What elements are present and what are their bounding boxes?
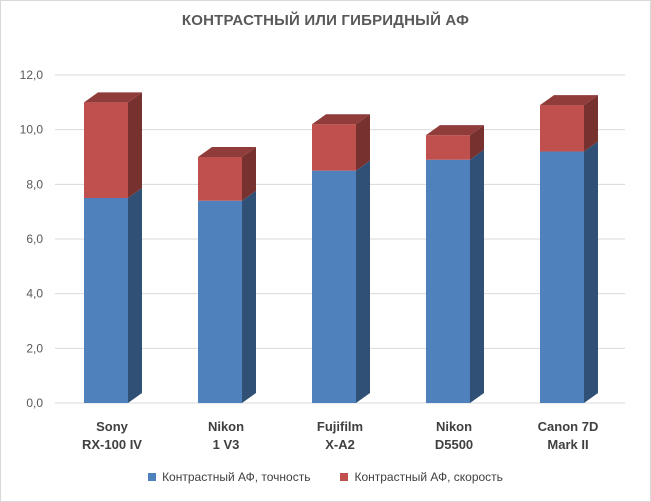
bar-side [470,125,484,160]
x-tick-label: 1 V3 [213,437,240,452]
bar-segment [426,159,470,403]
legend-label-speed: Контрастный АФ, скорость [354,470,503,484]
x-tick-label: RX-100 IV [82,437,142,452]
y-tick-label: 4,0 [26,287,43,301]
x-tick-label: Sony [96,419,129,434]
bar-segment [312,170,356,403]
x-tick-label: Nikon [208,419,244,434]
legend-swatch-accuracy [148,473,157,481]
bar-segment [540,151,584,403]
bar-side [128,92,142,198]
y-tick-label: 2,0 [26,341,43,355]
bar-side [128,188,142,403]
x-tick-label: X-A2 [325,437,355,452]
bar-top [312,114,370,125]
y-tick-label: 12,0 [20,68,44,82]
bar-segment [312,124,356,171]
bar-side [470,149,484,403]
bar-segment [84,198,128,403]
y-tick-label: 8,0 [26,177,43,191]
bar-top [84,92,142,103]
bar-top [198,147,256,157]
bar-segment [198,157,242,201]
bar-side [584,141,598,404]
legend-item-speed: Контрастный АФ, скорость [340,470,503,484]
y-tick-label: 0,0 [26,396,43,410]
chart-title: КОНТРАСТНЫЙ ИЛИ ГИБРИДНЫЙ АФ [181,12,470,29]
y-tick-label: 10,0 [20,123,44,137]
bar-side [356,160,370,403]
legend-item-accuracy: Контрастный АФ, точность [148,470,310,484]
x-tick-label: D5500 [435,437,473,452]
bar-side [356,114,370,171]
x-tick-label: Canon 7D [538,419,599,434]
x-tick-label: Fujifilm [317,419,363,434]
legend-swatch-speed [340,473,349,481]
bar-segment [540,105,584,152]
bar-top [540,95,598,106]
bar-side [584,95,598,152]
legend: Контрастный АФ, точность Контрастный АФ,… [0,470,651,484]
bar-segment [198,200,242,403]
y-tick-label: 6,0 [26,232,43,246]
bar-segment [84,102,128,198]
x-tick-label: Nikon [436,419,472,434]
legend-label-accuracy: Контрастный АФ, точность [162,470,311,484]
bar-top [426,125,484,136]
bar-segment [426,135,470,160]
bar-side [242,190,256,403]
x-tick-label: Mark II [547,437,588,452]
bar-side [242,147,256,201]
